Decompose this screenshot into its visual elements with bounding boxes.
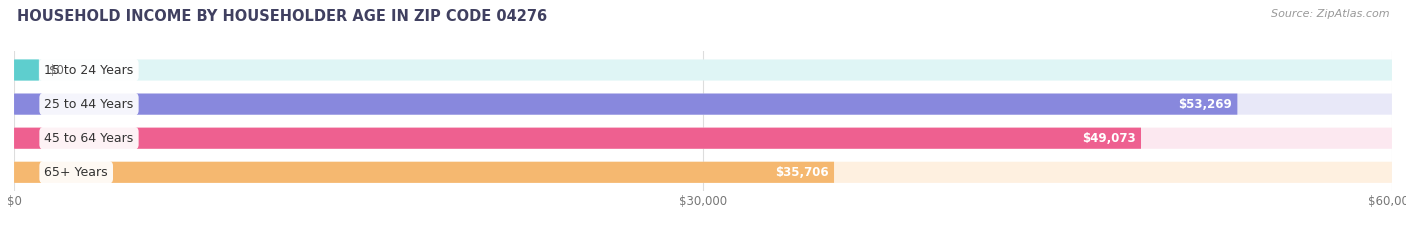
Text: Source: ZipAtlas.com: Source: ZipAtlas.com: [1271, 9, 1389, 19]
Text: 25 to 44 Years: 25 to 44 Years: [45, 98, 134, 111]
FancyBboxPatch shape: [14, 162, 834, 183]
Text: HOUSEHOLD INCOME BY HOUSEHOLDER AGE IN ZIP CODE 04276: HOUSEHOLD INCOME BY HOUSEHOLDER AGE IN Z…: [17, 9, 547, 24]
FancyBboxPatch shape: [14, 93, 1237, 115]
FancyBboxPatch shape: [14, 128, 1392, 149]
Text: $0: $0: [48, 64, 63, 76]
FancyBboxPatch shape: [14, 93, 1392, 115]
Text: 45 to 64 Years: 45 to 64 Years: [45, 132, 134, 145]
Text: $53,269: $53,269: [1178, 98, 1232, 111]
Text: $35,706: $35,706: [775, 166, 828, 179]
FancyBboxPatch shape: [14, 162, 1392, 183]
FancyBboxPatch shape: [14, 128, 1142, 149]
Text: $49,073: $49,073: [1081, 132, 1136, 145]
Text: 15 to 24 Years: 15 to 24 Years: [45, 64, 134, 76]
Text: 65+ Years: 65+ Years: [45, 166, 108, 179]
FancyBboxPatch shape: [14, 59, 39, 81]
FancyBboxPatch shape: [14, 59, 1392, 81]
